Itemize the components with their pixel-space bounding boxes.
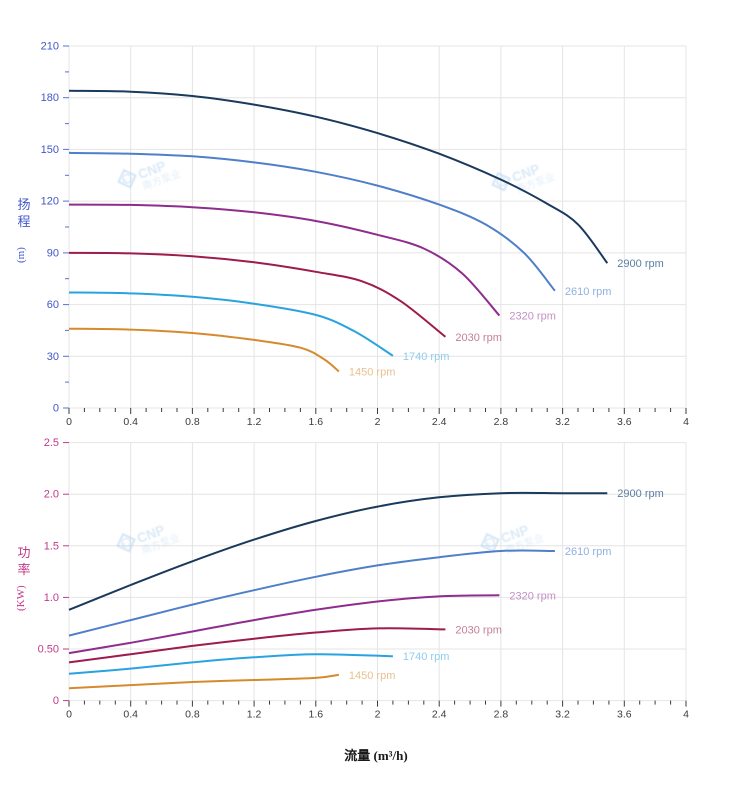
svg-text:2.5: 2.5 xyxy=(44,437,59,449)
svg-text:3.2: 3.2 xyxy=(555,709,570,721)
svg-text:4: 4 xyxy=(683,709,689,721)
svg-text:0: 0 xyxy=(53,695,59,707)
svg-text:3.6: 3.6 xyxy=(617,416,632,428)
svg-text:1.2: 1.2 xyxy=(247,416,262,428)
svg-text:0.4: 0.4 xyxy=(123,416,138,428)
svg-text:120: 120 xyxy=(41,196,59,208)
svg-text:60: 60 xyxy=(47,299,59,311)
svg-text:2.0: 2.0 xyxy=(44,489,59,501)
svg-text:3.6: 3.6 xyxy=(617,709,632,721)
svg-text:2900 rpm: 2900 rpm xyxy=(617,258,663,270)
svg-text:210: 210 xyxy=(41,41,59,53)
svg-text:0: 0 xyxy=(66,709,72,721)
svg-text:2320 rpm: 2320 rpm xyxy=(509,590,555,602)
svg-text:30: 30 xyxy=(47,351,59,363)
svg-text:2: 2 xyxy=(375,709,381,721)
svg-text:0.50: 0.50 xyxy=(38,644,59,656)
svg-text:2610 rpm: 2610 rpm xyxy=(565,286,611,298)
svg-text:2900 rpm: 2900 rpm xyxy=(617,488,663,500)
svg-text:1740 rpm: 1740 rpm xyxy=(403,351,449,363)
svg-text:2.8: 2.8 xyxy=(494,416,509,428)
svg-text:2.8: 2.8 xyxy=(494,709,509,721)
svg-text:90: 90 xyxy=(47,247,59,259)
svg-text:0: 0 xyxy=(53,403,59,415)
svg-text:0: 0 xyxy=(66,416,72,428)
svg-text:2.4: 2.4 xyxy=(432,416,447,428)
svg-text:1.2: 1.2 xyxy=(247,709,262,721)
svg-text:2030 rpm: 2030 rpm xyxy=(455,624,501,636)
svg-text:0.8: 0.8 xyxy=(185,416,200,428)
svg-text:2610 rpm: 2610 rpm xyxy=(565,546,611,558)
svg-text:2030 rpm: 2030 rpm xyxy=(455,332,501,344)
svg-text:4: 4 xyxy=(683,416,689,428)
svg-text:0.8: 0.8 xyxy=(185,709,200,721)
svg-text:2.4: 2.4 xyxy=(432,709,447,721)
svg-text:1740 rpm: 1740 rpm xyxy=(403,651,449,663)
svg-text:0.4: 0.4 xyxy=(123,709,138,721)
svg-text:1.0: 1.0 xyxy=(44,592,59,604)
svg-text:1.6: 1.6 xyxy=(308,416,323,428)
svg-text:3.2: 3.2 xyxy=(555,416,570,428)
svg-text:1450 rpm: 1450 rpm xyxy=(349,670,395,682)
svg-text:2320 rpm: 2320 rpm xyxy=(509,311,555,323)
svg-text:1450 rpm: 1450 rpm xyxy=(349,367,395,379)
svg-text:150: 150 xyxy=(41,144,59,156)
svg-text:180: 180 xyxy=(41,92,59,104)
svg-text:1.5: 1.5 xyxy=(44,540,59,552)
svg-text:1.6: 1.6 xyxy=(308,709,323,721)
svg-text:2: 2 xyxy=(375,416,381,428)
